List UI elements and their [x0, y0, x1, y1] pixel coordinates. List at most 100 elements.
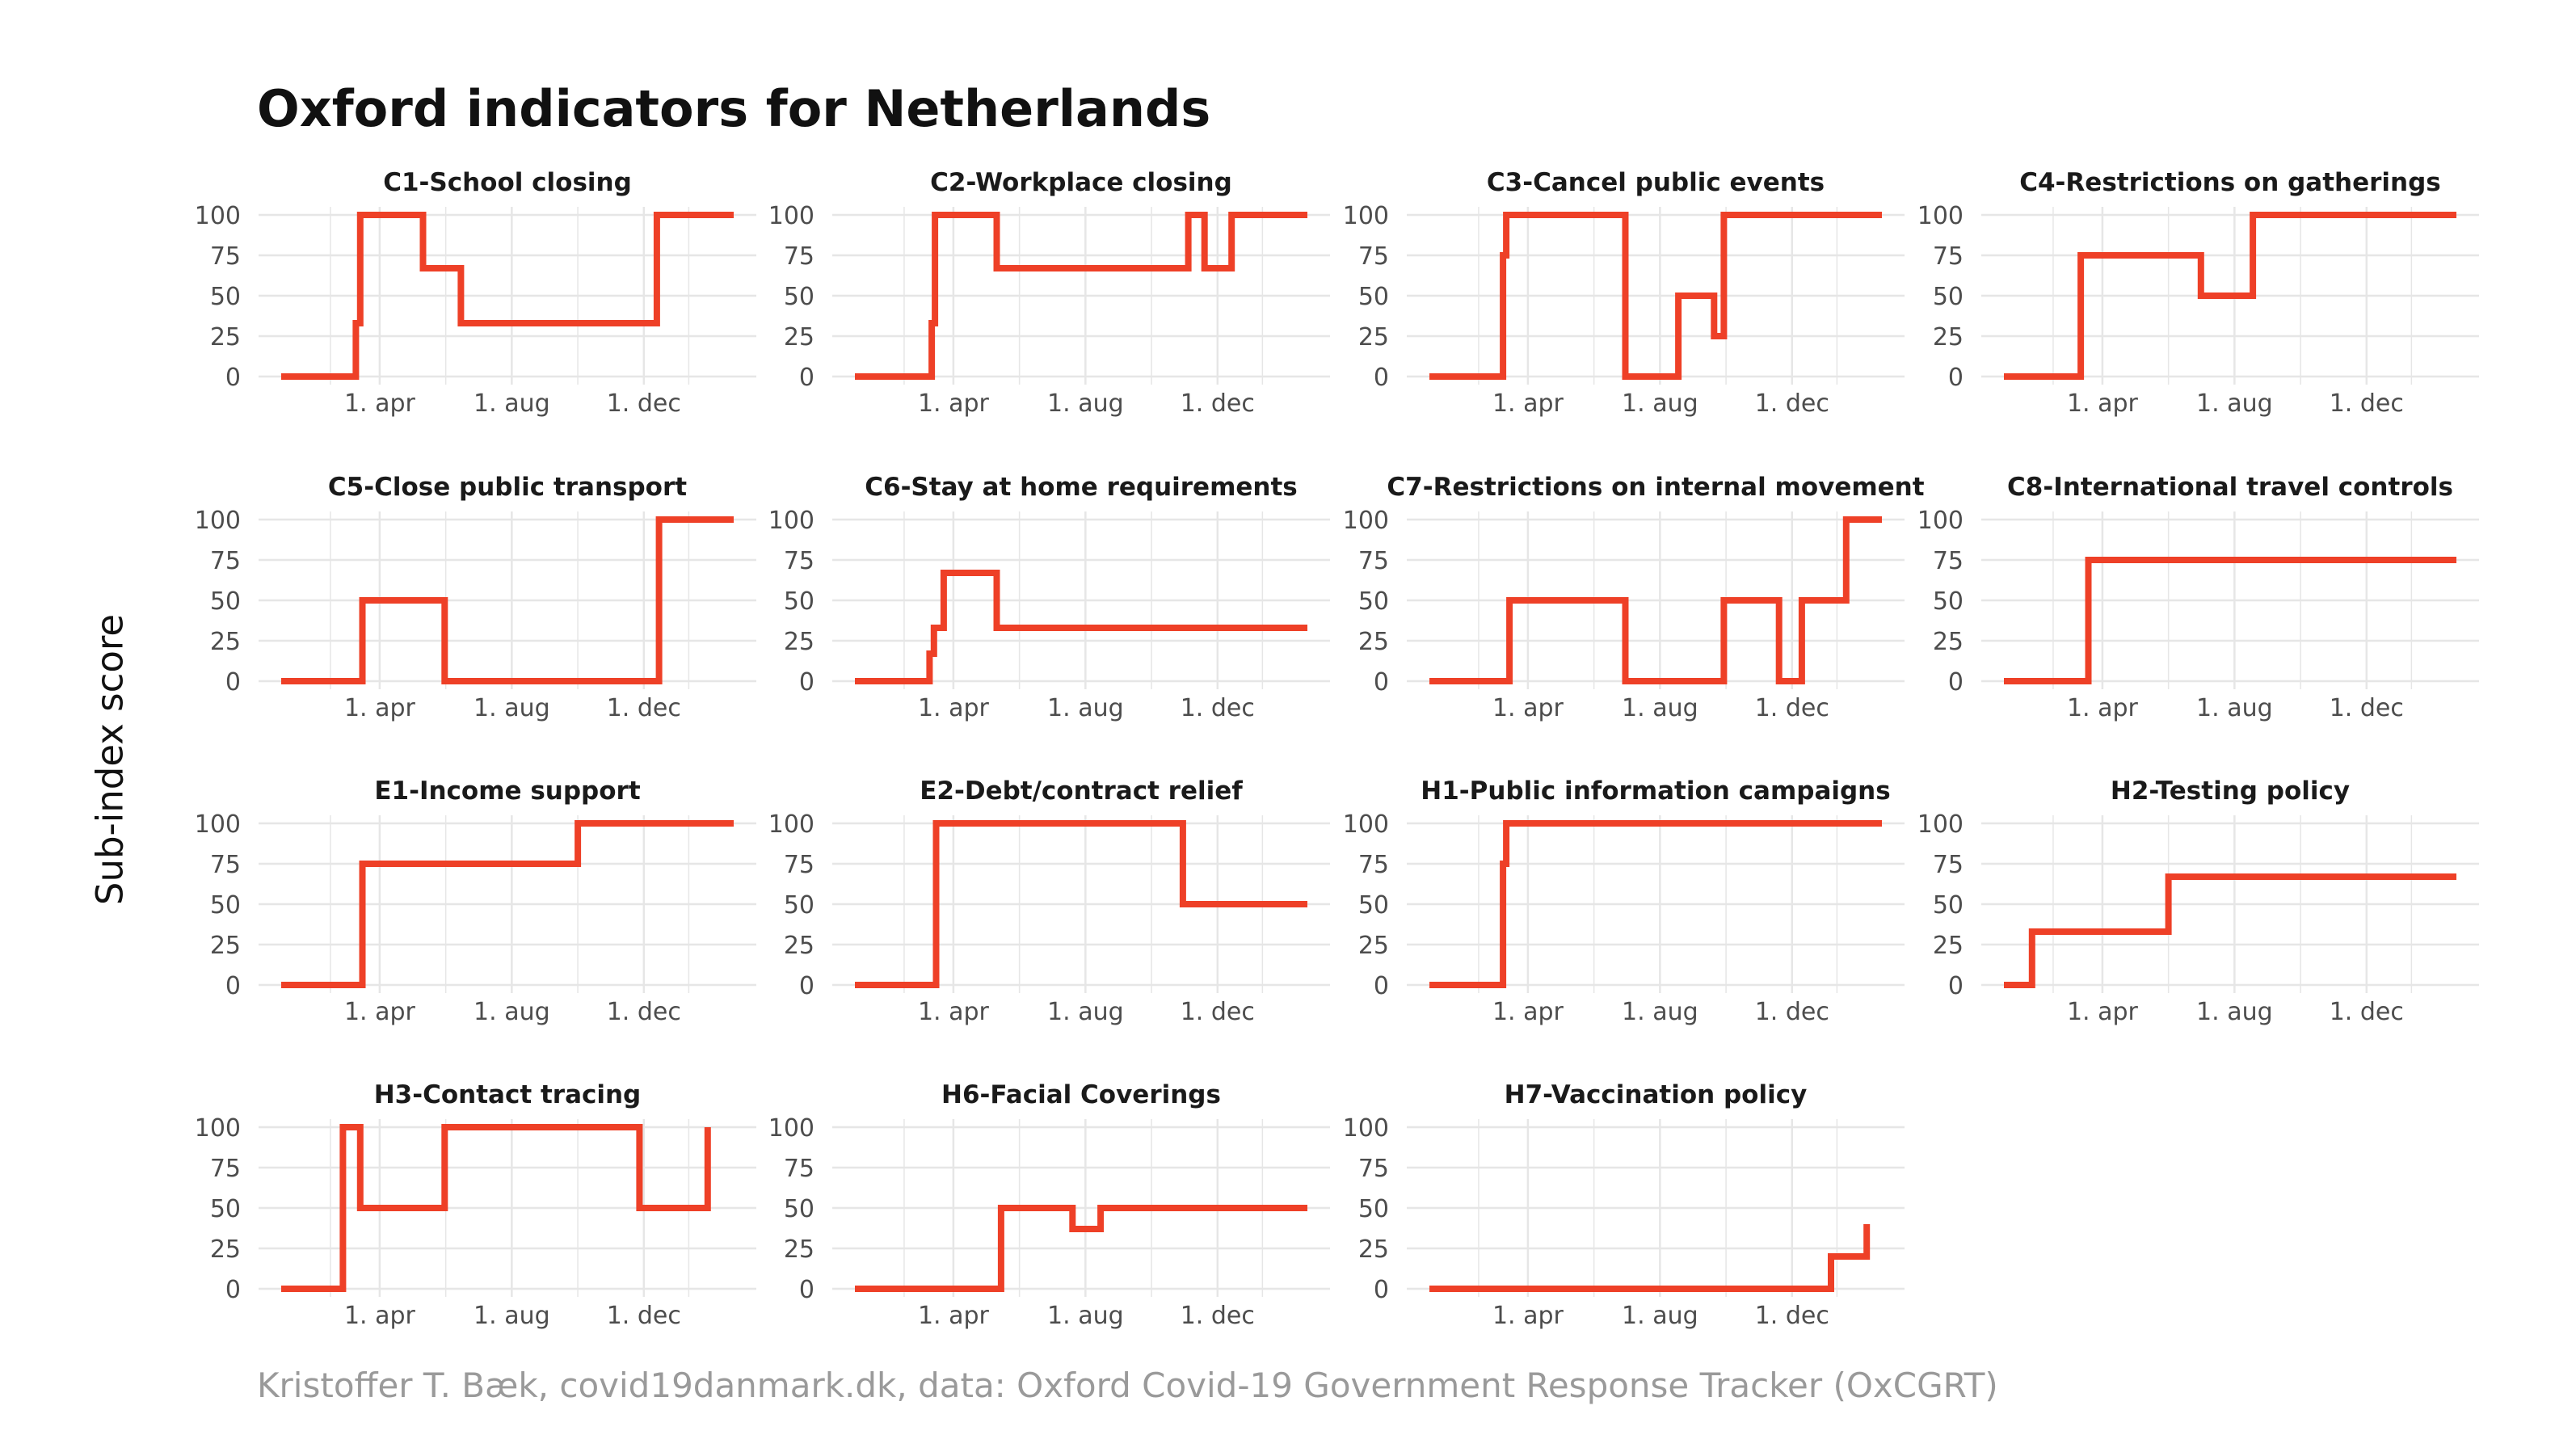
- y-tick-label: 50: [210, 891, 241, 920]
- x-tick-label: 1. apr: [1492, 1302, 1564, 1330]
- y-tick-label: 0: [799, 668, 814, 697]
- y-tick-label: 100: [1917, 810, 1964, 839]
- y-tick-label: 50: [210, 587, 241, 616]
- x-tick-label: 1. apr: [918, 998, 990, 1026]
- y-tick-label: 0: [799, 1276, 814, 1304]
- y-tick-label: 25: [1933, 932, 1964, 960]
- x-tick-label: 1. apr: [2067, 694, 2139, 722]
- panel-title: C1-School closing: [383, 168, 632, 197]
- y-tick-label: 50: [784, 587, 814, 616]
- panel-title: H6-Facial Coverings: [941, 1080, 1221, 1109]
- y-tick-label: 0: [1374, 668, 1389, 697]
- x-tick-label: 1. apr: [918, 694, 990, 722]
- y-tick-label: 0: [225, 668, 241, 697]
- series-line: [281, 820, 734, 988]
- series-line: [2004, 873, 2456, 988]
- x-tick-label: 1. dec: [1181, 389, 1255, 418]
- x-tick-label: 1. dec: [1181, 694, 1255, 722]
- y-tick-label: 75: [210, 242, 241, 271]
- series-line: [1429, 1224, 1871, 1292]
- x-tick-label: 1. aug: [1622, 998, 1698, 1026]
- y-tick-label: 50: [1358, 587, 1389, 616]
- x-tick-label: 1. dec: [1755, 694, 1829, 722]
- panel: 0 25 50 75 100 1. apr 1. aug 1. dec C4-Restricti…: [1917, 168, 2479, 418]
- x-tick-label: 1. aug: [1047, 1302, 1124, 1330]
- y-tick-label: 25: [784, 1235, 814, 1264]
- panel: 0 25 50 75 100 1. apr 1. aug 1. dec H1-Public in…: [1343, 777, 1905, 1026]
- y-tick-label: 100: [768, 202, 814, 230]
- y-tick-label: 100: [768, 1114, 814, 1143]
- y-tick-label: 0: [1374, 1276, 1389, 1304]
- x-tick-label: 1. dec: [607, 1302, 681, 1330]
- y-tick-label: 75: [210, 547, 241, 575]
- y-tick-label: 0: [1948, 972, 1964, 1000]
- x-tick-label: 1. aug: [474, 1302, 550, 1330]
- y-tick-label: 75: [210, 1155, 241, 1183]
- y-tick-label: 75: [1358, 547, 1389, 575]
- x-tick-label: 1. aug: [2196, 694, 2273, 722]
- panel: 0 25 50 75 100 1. apr 1. aug 1. dec C8-Internati…: [1917, 473, 2479, 722]
- y-tick-label: 50: [1933, 891, 1964, 920]
- y-tick-label: 0: [1374, 972, 1389, 1000]
- y-tick-label: 50: [1358, 283, 1389, 311]
- x-tick-label: 1. aug: [1622, 389, 1698, 418]
- panel: 0 25 50 75 100 1. apr 1. aug 1. dec H2-Testing p…: [1917, 777, 2479, 1026]
- y-tick-label: 0: [225, 1276, 241, 1304]
- series-line: [1429, 516, 1882, 684]
- x-tick-label: 1. dec: [607, 694, 681, 722]
- x-tick-label: 1. dec: [2330, 389, 2404, 418]
- y-tick-label: 25: [210, 628, 241, 656]
- panel-title: H1-Public information campaigns: [1421, 777, 1890, 806]
- panel: 0 25 50 75 100 1. apr 1. aug 1. dec C3-Cancel pu…: [1343, 168, 1905, 418]
- y-tick-label: 25: [1358, 932, 1389, 960]
- panel-title: E2-Debt/contract relief: [920, 777, 1243, 806]
- y-tick-label: 0: [1374, 364, 1389, 392]
- panel-title: C6-Stay at home requirements: [865, 473, 1298, 502]
- y-tick-label: 100: [1917, 507, 1964, 535]
- y-tick-label: 25: [1358, 1235, 1389, 1264]
- panel-title: C8-International travel controls: [2007, 473, 2453, 502]
- y-tick-label: 100: [1343, 507, 1389, 535]
- x-tick-label: 1. aug: [1047, 998, 1124, 1026]
- y-tick-label: 100: [768, 507, 814, 535]
- y-tick-label: 100: [195, 507, 241, 535]
- y-tick-label: 100: [195, 1114, 241, 1143]
- y-tick-label: 50: [210, 283, 241, 311]
- y-tick-label: 75: [210, 851, 241, 879]
- series-line: [855, 1205, 1307, 1292]
- panel-title: C3-Cancel public events: [1487, 168, 1825, 197]
- x-tick-label: 1. apr: [1492, 389, 1564, 418]
- y-tick-label: 50: [784, 283, 814, 311]
- panel: 0 25 50 75 100 1. apr 1. aug 1. dec C1-School cl…: [195, 168, 756, 418]
- panel-title: H2-Testing policy: [2111, 777, 2350, 806]
- x-tick-label: 1. aug: [474, 694, 550, 722]
- x-tick-label: 1. aug: [1047, 389, 1124, 418]
- y-tick-label: 75: [1933, 547, 1964, 575]
- y-tick-label: 25: [210, 323, 241, 351]
- series-line: [2004, 557, 2456, 684]
- panel-title: H3-Contact tracing: [374, 1080, 642, 1109]
- panel-title: H7-Vaccination policy: [1505, 1080, 1808, 1109]
- x-tick-label: 1. dec: [1181, 998, 1255, 1026]
- y-tick-label: 100: [1343, 202, 1389, 230]
- series-line: [1429, 212, 1882, 380]
- page-title: Oxford indicators for Netherlands: [257, 79, 1211, 138]
- panel: 0 25 50 75 100 1. apr 1. aug 1. dec H7-Vaccinati…: [1343, 1080, 1905, 1330]
- x-tick-label: 1. apr: [2067, 389, 2139, 418]
- y-tick-label: 75: [1358, 1155, 1389, 1183]
- x-tick-label: 1. dec: [607, 998, 681, 1026]
- x-tick-label: 1. aug: [2196, 998, 2273, 1026]
- y-tick-label: 0: [799, 972, 814, 1000]
- x-tick-label: 1. aug: [474, 998, 550, 1026]
- y-tick-label: 25: [210, 1235, 241, 1264]
- x-tick-label: 1. aug: [474, 389, 550, 418]
- panel-title: C7-Restrictions on internal movement: [1387, 473, 1924, 502]
- y-tick-label: 75: [1358, 851, 1389, 879]
- x-tick-label: 1. aug: [1622, 694, 1698, 722]
- y-tick-label: 50: [1933, 587, 1964, 616]
- panel: 0 25 50 75 100 1. apr 1. aug 1. dec E2-Debt/cont…: [768, 777, 1330, 1026]
- y-tick-label: 100: [1343, 1114, 1389, 1143]
- x-tick-label: 1. dec: [607, 389, 681, 418]
- y-tick-label: 100: [768, 810, 814, 839]
